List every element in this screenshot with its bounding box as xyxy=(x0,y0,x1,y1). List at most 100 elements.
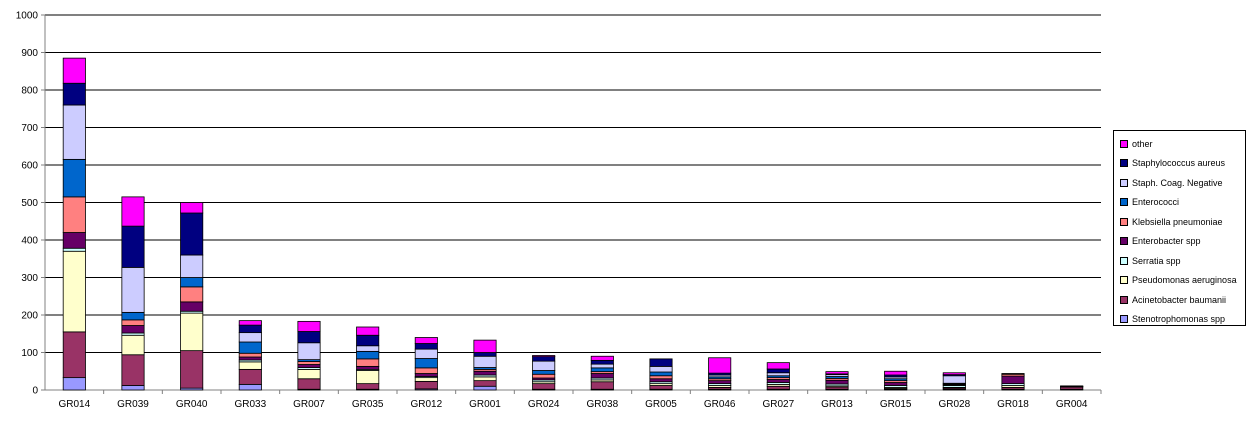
bar-segment xyxy=(180,312,204,352)
legend-label: Enterococci xyxy=(1132,197,1180,208)
bar-segment xyxy=(532,383,556,390)
bar-segment xyxy=(414,337,438,344)
bar-segment xyxy=(356,358,380,367)
bar-segment xyxy=(356,365,380,370)
bar-segment xyxy=(649,365,673,373)
x-tick-label: GR035 xyxy=(352,399,384,410)
x-tick-label: GR028 xyxy=(938,399,970,410)
x-tick-label: GR039 xyxy=(117,399,149,410)
bar-segment xyxy=(532,356,556,362)
bar-segment xyxy=(356,334,380,347)
bar-segment xyxy=(62,232,86,249)
x-tick-label: GR033 xyxy=(234,399,266,410)
bar-segment xyxy=(590,355,614,361)
x-tick-label: GR007 xyxy=(293,399,325,410)
x-tick-label: GR040 xyxy=(176,399,208,410)
y-tick-label: 600 xyxy=(21,161,38,172)
legend-swatch xyxy=(1120,295,1128,304)
y-tick-label: 0 xyxy=(32,386,38,397)
chart-legend: other Staphylococcus aureus Staph. Coag. N… xyxy=(1113,130,1246,326)
bar-segment xyxy=(473,370,497,376)
legend-swatch xyxy=(1120,178,1128,187)
bar-segment xyxy=(766,379,790,383)
x-tick-label: GR024 xyxy=(528,399,560,410)
bar-segment xyxy=(297,331,321,344)
bar-segment xyxy=(590,381,614,390)
x-tick-label: GR014 xyxy=(58,399,90,410)
legend-label: Staph. Coag. Negative xyxy=(1132,177,1223,188)
bar-segment xyxy=(121,325,145,334)
bar-segment xyxy=(649,358,673,367)
legend-item: Acinetobacter baumanii xyxy=(1120,290,1239,310)
bar-segment xyxy=(825,371,849,375)
legend-label: Klebsiella pneumoniae xyxy=(1132,216,1223,227)
bar-segment xyxy=(62,104,86,160)
legend-label: Serratia spp xyxy=(1132,255,1181,266)
bar-segment xyxy=(180,212,204,256)
bar-segment xyxy=(180,350,204,389)
bar-segment xyxy=(121,354,145,386)
bar-segment xyxy=(121,334,145,356)
bar-segment xyxy=(590,363,614,369)
legend-label: Enterobacter spp xyxy=(1132,236,1201,247)
bar-segment xyxy=(238,324,262,334)
legend-swatch xyxy=(1120,237,1128,246)
bar-segment xyxy=(180,254,204,278)
bar-segment xyxy=(414,348,438,359)
bar-segment xyxy=(473,355,497,368)
bar-segment xyxy=(121,196,145,227)
y-tick-label: 400 xyxy=(21,236,38,247)
legend-item: Enterococci xyxy=(1120,193,1239,213)
bar-segment xyxy=(121,319,145,326)
legend-label: Acinetobacter baumanii xyxy=(1132,294,1227,305)
bar-segment xyxy=(297,364,321,368)
bar-segment xyxy=(766,385,790,390)
bar-segment xyxy=(884,370,908,376)
bar-segment xyxy=(649,375,673,380)
bar-segment xyxy=(180,286,204,303)
y-tick-label: 800 xyxy=(21,86,38,97)
bar-segment xyxy=(414,358,438,369)
bar-segment xyxy=(766,372,790,377)
bar-segment xyxy=(590,359,614,365)
legend-swatch xyxy=(1120,198,1128,207)
bar-segment xyxy=(1001,375,1025,385)
bar-segment xyxy=(62,250,86,333)
bar-segment xyxy=(356,326,380,336)
bar-segment xyxy=(590,373,614,379)
x-tick-label: GR046 xyxy=(704,399,736,410)
legend-swatch xyxy=(1120,315,1128,324)
bar-segment xyxy=(532,370,556,375)
y-tick-label: 1000 xyxy=(16,11,39,22)
y-tick-label: 200 xyxy=(21,311,38,322)
bar-segment xyxy=(238,383,262,391)
bar-segment xyxy=(473,380,497,387)
bar-segment xyxy=(62,331,86,379)
legend-swatch xyxy=(1120,139,1128,148)
bar-segment xyxy=(180,301,204,312)
bar-segment xyxy=(473,376,497,382)
bar-segment xyxy=(356,345,380,352)
bar-segment xyxy=(532,360,556,371)
legend-label: other xyxy=(1132,138,1153,149)
bar-segment xyxy=(766,368,790,374)
x-tick-label: GR038 xyxy=(586,399,618,410)
bar-segment xyxy=(238,356,262,361)
bar-segment xyxy=(473,339,497,353)
legend-swatch xyxy=(1120,159,1128,168)
bar-segment xyxy=(649,371,673,377)
bar-segment xyxy=(297,368,321,380)
bar-segment xyxy=(473,385,497,391)
bar-segment xyxy=(121,311,145,321)
bar-segment xyxy=(414,367,438,374)
bar-segment xyxy=(356,370,380,385)
bar-segment xyxy=(414,343,438,350)
x-tick-label: GR005 xyxy=(645,399,677,410)
legend-label: Stenotrophomonas spp xyxy=(1132,314,1226,325)
bar-segment xyxy=(297,361,321,365)
legend-item: Enterobacter spp xyxy=(1120,232,1239,252)
bar-segment xyxy=(121,225,145,268)
x-tick-label: GR013 xyxy=(821,399,853,410)
bar-segment xyxy=(62,247,86,252)
